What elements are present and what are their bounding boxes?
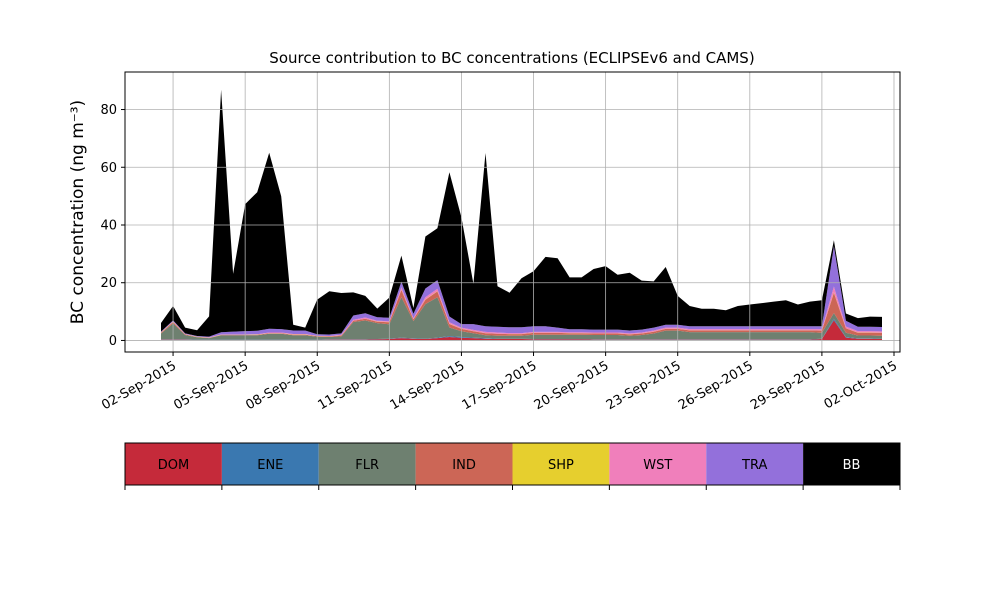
legend-swatch-tra	[706, 443, 804, 485]
y-tick-label: 0	[109, 334, 117, 349]
legend-label-ind: IND	[452, 458, 476, 473]
area-tra	[161, 246, 882, 338]
grid-lines	[125, 72, 900, 352]
x-tick-label: 26-Sep-2015	[676, 358, 756, 413]
y-tick-label: 60	[100, 161, 117, 176]
x-tick-label: 14-Sep-2015	[388, 358, 468, 413]
x-tick-label: 08-Sep-2015	[243, 358, 323, 413]
legend-label-dom: DOM	[158, 458, 189, 473]
y-axis-label: BC concentration (ng m⁻³)	[68, 100, 88, 324]
x-tick-label: 29-Sep-2015	[748, 358, 828, 413]
stacked-area-layers	[161, 89, 882, 341]
legend: DOM ENE FLR IND SHP WST TRA BB	[124, 442, 901, 490]
legend-label-ene: ENE	[257, 458, 283, 473]
area-flr	[161, 297, 882, 340]
x-tick-label: 20-Sep-2015	[532, 358, 612, 413]
x-axis: 02-Sep-201505-Sep-201508-Sep-201511-Sep-…	[99, 352, 900, 413]
x-tick-label: 02-Oct-2015	[822, 358, 900, 412]
legend-swatch-wst	[609, 443, 707, 485]
x-tick-label: 05-Sep-2015	[171, 358, 251, 413]
legend-label-tra: TRA	[741, 458, 767, 473]
legend-swatch-ind	[415, 443, 513, 485]
x-tick-label: 02-Sep-2015	[99, 358, 179, 413]
area-bb	[161, 89, 882, 337]
legend-label-wst: WST	[643, 458, 672, 473]
plot-frame	[124, 71, 901, 353]
y-axis: 0 20 40 60 80	[100, 103, 125, 349]
x-tick-label: 17-Sep-2015	[460, 358, 540, 413]
chart-title: Source contribution to BC concentrations…	[269, 49, 754, 67]
legend-swatch-ene	[221, 443, 319, 485]
x-tick-label: 23-Sep-2015	[604, 358, 684, 413]
legend-swatch-shp	[512, 443, 610, 485]
legend-label-shp: SHP	[548, 458, 574, 473]
y-tick-label: 80	[100, 103, 117, 118]
legend-swatch-bb	[803, 443, 900, 485]
y-tick-label: 20	[100, 276, 117, 291]
x-tick-label: 11-Sep-2015	[315, 358, 395, 413]
legend-swatch-flr	[318, 443, 416, 485]
legend-label-flr: FLR	[355, 458, 379, 473]
legend-swatch-dom	[125, 443, 222, 485]
y-tick-label: 40	[100, 218, 117, 233]
legend-label-bb: BB	[843, 458, 861, 473]
